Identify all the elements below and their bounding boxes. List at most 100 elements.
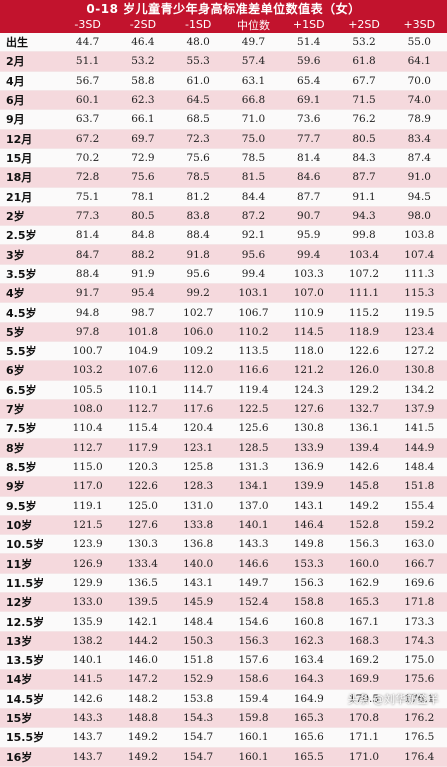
table-row: 13岁 138.2 144.2 150.3 156.3 162.3 168.3 174.3 — [0, 631, 447, 651]
value-cell: 124.3 — [293, 383, 324, 396]
table-row: 10.5岁 123.9 130.3 136.8 143.3 149.8 156.3 163.0 — [0, 535, 447, 555]
value-cell: 56.7 — [75, 74, 100, 87]
value-cell: 72.9 — [131, 152, 155, 165]
value-cell: 163.4 — [293, 654, 324, 667]
value-cell: 98.7 — [131, 306, 155, 319]
value-cell: 49.7 — [241, 36, 266, 49]
value-cell: 165.3 — [349, 596, 380, 609]
value-cell: 133.4 — [127, 557, 158, 570]
age-cell: 2.5岁 — [6, 229, 37, 243]
value-cell: 95.4 — [131, 287, 155, 300]
value-cell: 143.3 — [72, 712, 103, 725]
value-cell: 169.6 — [404, 576, 435, 589]
value-cell: 148.4 — [183, 615, 214, 628]
value-cell: 92.1 — [241, 229, 266, 242]
value-cell: 167.1 — [349, 615, 380, 628]
age-cell: 14.5岁 — [6, 692, 45, 706]
value-cell: 107.0 — [293, 287, 324, 300]
value-cell: 73.6 — [297, 113, 321, 126]
value-cell: 170.5 — [349, 692, 380, 705]
value-cell: 84.7 — [75, 248, 100, 261]
age-cell: 4.5岁 — [6, 306, 37, 320]
watermark: 头条 @刘华新签羊 — [347, 693, 440, 706]
table-row: 21月 75.1 78.1 81.2 84.4 87.7 91.1 94.5 — [0, 187, 447, 207]
value-cell: 80.5 — [131, 209, 155, 222]
table-row: 5岁 97.8 101.8 106.0 110.2 114.5 118.9 123.4 — [0, 322, 447, 342]
value-cell: 142.6 — [72, 692, 103, 705]
value-cell: 169.2 — [349, 654, 380, 667]
value-cell: 84.3 — [352, 152, 376, 165]
table-row: 11岁 126.9 133.4 140.0 146.6 153.3 160.0 166.7 — [0, 554, 447, 574]
table-header: -3SD -2SD -1SD 中位数 +1SD +2SD +3SD — [0, 16, 447, 33]
value-cell: 154.6 — [238, 615, 269, 628]
value-cell: 162.3 — [293, 634, 324, 647]
value-cell: 135.9 — [72, 615, 103, 628]
table-title: 0-18 岁儿童青少年身高标准差单位数值表（女） — [0, 0, 447, 16]
value-cell: 130.8 — [293, 422, 324, 435]
header-cell: -1SD — [184, 18, 212, 31]
value-cell: 72.3 — [186, 132, 210, 145]
table-row: 5.5岁 100.7 104.9 109.2 113.5 118.0 122.6 127.2 — [0, 342, 447, 362]
value-cell: 136.1 — [349, 422, 380, 435]
table-row: 12岁 133.0 139.5 145.9 152.4 158.8 165.3 171.8 — [0, 593, 447, 613]
value-cell: 142.6 — [349, 461, 380, 474]
value-cell: 84.6 — [297, 171, 321, 184]
value-cell: 61.8 — [352, 55, 376, 68]
table-row: 8.5岁 115.0 120.3 125.8 131.3 136.9 142.6 148.4 — [0, 457, 447, 478]
value-cell: 119.5 — [404, 306, 435, 319]
value-cell: 115.4 — [127, 422, 158, 435]
value-cell: 158.6 — [238, 673, 269, 686]
value-cell: 91.8 — [186, 248, 210, 261]
value-cell: 81.4 — [75, 229, 100, 242]
age-cell: 4岁 — [6, 287, 25, 301]
value-cell: 104.9 — [127, 345, 158, 358]
age-cell: 6.5岁 — [6, 383, 37, 397]
table-row: 6月 60.1 62.3 64.5 66.8 69.1 71.5 74.0 — [0, 90, 447, 111]
value-cell: 115.2 — [349, 306, 380, 319]
value-cell: 146.6 — [238, 557, 269, 570]
value-cell: 98.0 — [407, 209, 431, 222]
value-cell: 55.0 — [407, 36, 431, 49]
value-cell: 122.6 — [127, 480, 158, 493]
value-cell: 63.1 — [241, 74, 266, 87]
value-cell: 130.3 — [127, 538, 158, 551]
value-cell: 88.4 — [75, 267, 100, 280]
age-cell: 出生 — [6, 36, 28, 50]
value-cell: 87.4 — [407, 152, 431, 165]
value-cell: 149.2 — [127, 731, 158, 744]
value-cell: 111.1 — [349, 287, 380, 300]
table-row: 2月 51.1 53.2 55.3 57.4 59.6 61.8 64.1 — [0, 52, 447, 72]
value-cell: 160.8 — [293, 615, 324, 628]
table-row: 11.5岁 129.9 136.5 143.1 149.7 156.3 162.9 169.6 — [0, 573, 447, 594]
value-cell: 147.2 — [127, 673, 158, 686]
value-cell: 65.4 — [297, 74, 321, 87]
table-row: 4.5岁 94.8 98.7 102.7 106.7 110.9 115.2 119.5 — [0, 303, 447, 323]
value-cell: 121.2 — [293, 364, 324, 377]
value-cell: 72.8 — [75, 171, 100, 184]
value-cell: 145.8 — [349, 480, 380, 493]
value-cell: 119.1 — [72, 499, 103, 512]
value-cell: 165.5 — [293, 750, 324, 763]
table-row: 4月 56.7 58.8 61.0 63.1 65.4 67.7 70.0 — [0, 71, 447, 91]
header-cell: +3SD — [403, 18, 436, 31]
value-cell: 95.6 — [186, 267, 210, 280]
value-cell: 132.7 — [349, 403, 380, 416]
value-cell: 123.9 — [72, 538, 103, 551]
value-cell: 157.6 — [238, 654, 269, 667]
value-cell: 130.8 — [404, 364, 435, 377]
age-cell: 13.5岁 — [6, 654, 45, 668]
value-cell: 139.4 — [349, 441, 380, 454]
value-cell: 69.1 — [297, 94, 321, 107]
age-cell: 12月 — [6, 132, 33, 146]
value-cell: 126.9 — [72, 557, 103, 570]
value-cell: 83.4 — [407, 132, 431, 145]
value-cell: 171.0 — [349, 750, 380, 763]
value-cell: 53.2 — [131, 55, 155, 68]
value-cell: 112.7 — [72, 441, 103, 454]
value-cell: 67.2 — [75, 132, 100, 145]
value-cell: 95.6 — [241, 248, 266, 261]
value-cell: 141.5 — [404, 422, 435, 435]
value-cell: 91.7 — [75, 287, 100, 300]
age-cell: 9岁 — [6, 480, 25, 494]
value-cell: 128.5 — [238, 441, 269, 454]
